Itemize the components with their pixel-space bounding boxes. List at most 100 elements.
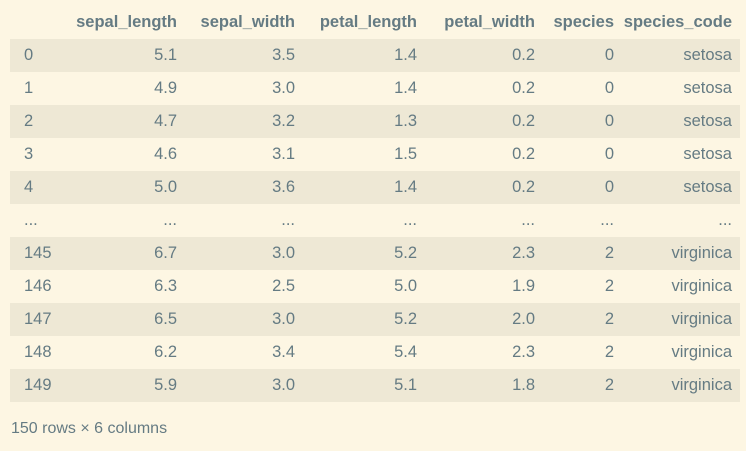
column-header-sepal-width: sepal_width (200, 13, 295, 31)
column-header-species: species (553, 13, 614, 31)
cell-petal-length: 1.4 (394, 178, 417, 196)
cell-sepal-width: 3.0 (272, 79, 295, 97)
cell-species: 2 (604, 244, 614, 262)
cell-petal-width: 0.2 (512, 145, 535, 163)
cell-petal-length: 5.2 (394, 244, 417, 262)
column-header-sepal-length: sepal_length (76, 13, 177, 31)
cell-species: 0 (604, 79, 614, 97)
dataframe-shape-caption: 150 rows × 6 columns (11, 420, 168, 437)
cell-species-code: virginica (671, 277, 732, 295)
cell-sepal-length: 6.5 (154, 310, 177, 328)
cell-petal-length: 1.4 (394, 79, 417, 97)
cell-petal-length: 5.4 (394, 343, 417, 361)
table-body: 0 5.1 3.5 1.4 0.2 0 setosa 1 4.9 3.0 1.4… (10, 39, 740, 402)
cell-petal-width: 0.2 (512, 112, 535, 130)
row-index: 147 (24, 310, 52, 328)
cell-petal-length: 1.4 (394, 46, 417, 64)
cell-sepal-length: 4.9 (154, 79, 177, 97)
dataframe-table: sepal_length sepal_width petal_length pe… (10, 6, 740, 402)
table-header: sepal_length sepal_width petal_length pe… (10, 6, 740, 39)
cell-species: 2 (604, 277, 614, 295)
cell-petal-width: 2.3 (512, 244, 535, 262)
header-row: sepal_length sepal_width petal_length pe… (10, 6, 740, 39)
column-header-petal-length: petal_length (319, 13, 417, 31)
cell-sepal-width: 3.0 (272, 310, 295, 328)
cell-sepal-length: 4.6 (154, 145, 177, 163)
cell-petal-length: 5.1 (394, 376, 417, 394)
table-row: 145 6.7 3.0 5.2 2.3 2 virginica (10, 237, 740, 270)
row-index: 4 (24, 178, 34, 196)
column-header-species-code: species_code (623, 13, 732, 31)
cell-species: 2 (604, 310, 614, 328)
cell-sepal-width: 3.0 (272, 244, 295, 262)
cell-species-code: virginica (671, 244, 732, 262)
cell-sepal-width: ... (281, 211, 295, 229)
cell-species-code: ... (718, 211, 732, 229)
row-index: 0 (24, 46, 34, 64)
cell-petal-length: 5.0 (394, 277, 417, 295)
cell-petal-width: 2.0 (512, 310, 535, 328)
row-index: 146 (24, 277, 52, 295)
cell-sepal-width: 3.2 (272, 112, 295, 130)
table-row-ellipsis: ... ... ... ... ... ... ... (10, 204, 740, 237)
table-row: 146 6.3 2.5 5.0 1.9 2 virginica (10, 270, 740, 303)
cell-species-code: virginica (671, 310, 732, 328)
cell-petal-width: 2.3 (512, 343, 535, 361)
cell-petal-length: 5.2 (394, 310, 417, 328)
cell-petal-width: 0.2 (512, 46, 535, 64)
cell-species-code: setosa (683, 79, 732, 97)
dataframe-output: sepal_length sepal_width petal_length pe… (10, 6, 740, 402)
row-index: 145 (24, 244, 52, 262)
table-row: 149 5.9 3.0 5.1 1.8 2 virginica (10, 369, 740, 402)
row-index: 148 (24, 343, 52, 361)
row-index: 3 (24, 145, 34, 163)
row-index: 149 (24, 376, 52, 394)
index-header (10, 6, 65, 39)
cell-petal-width: 1.8 (512, 376, 535, 394)
cell-petal-width: 0.2 (512, 79, 535, 97)
cell-species-code: setosa (683, 112, 732, 130)
cell-petal-width: 1.9 (512, 277, 535, 295)
cell-species: 0 (604, 112, 614, 130)
cell-sepal-length: 6.2 (154, 343, 177, 361)
cell-sepal-length: 5.1 (154, 46, 177, 64)
cell-species: 0 (604, 145, 614, 163)
cell-species: ... (600, 211, 614, 229)
cell-species: 0 (604, 46, 614, 64)
cell-petal-length: 1.5 (394, 145, 417, 163)
cell-species-code: setosa (683, 178, 732, 196)
cell-sepal-width: 3.6 (272, 178, 295, 196)
cell-species: 0 (604, 178, 614, 196)
table-row: 147 6.5 3.0 5.2 2.0 2 virginica (10, 303, 740, 336)
cell-sepal-length: 5.0 (154, 178, 177, 196)
cell-sepal-width: 3.5 (272, 46, 295, 64)
cell-petal-width: 0.2 (512, 178, 535, 196)
table-row: 1 4.9 3.0 1.4 0.2 0 setosa (10, 72, 740, 105)
cell-species-code: setosa (683, 145, 732, 163)
cell-sepal-width: 3.4 (272, 343, 295, 361)
column-header-petal-width: petal_width (444, 13, 535, 31)
table-row: 148 6.2 3.4 5.4 2.3 2 virginica (10, 336, 740, 369)
cell-species-code: setosa (683, 46, 732, 64)
row-index: ... (24, 211, 38, 229)
cell-sepal-length: 6.7 (154, 244, 177, 262)
row-index: 1 (24, 79, 34, 97)
row-index: 2 (24, 112, 34, 130)
cell-sepal-width: 3.1 (272, 145, 295, 163)
cell-sepal-width: 3.0 (272, 376, 295, 394)
cell-petal-length: ... (403, 211, 417, 229)
cell-species: 2 (604, 343, 614, 361)
cell-sepal-width: 2.5 (272, 277, 295, 295)
table-row: 3 4.6 3.1 1.5 0.2 0 setosa (10, 138, 740, 171)
table-row: 2 4.7 3.2 1.3 0.2 0 setosa (10, 105, 740, 138)
cell-petal-length: 1.3 (394, 112, 417, 130)
cell-petal-width: ... (521, 211, 535, 229)
cell-sepal-length: 6.3 (154, 277, 177, 295)
table-row: 0 5.1 3.5 1.4 0.2 0 setosa (10, 39, 740, 72)
cell-sepal-length: 5.9 (154, 376, 177, 394)
cell-species-code: virginica (671, 376, 732, 394)
cell-species-code: virginica (671, 343, 732, 361)
cell-sepal-length: 4.7 (154, 112, 177, 130)
cell-sepal-length: ... (163, 211, 177, 229)
table-row: 4 5.0 3.6 1.4 0.2 0 setosa (10, 171, 740, 204)
